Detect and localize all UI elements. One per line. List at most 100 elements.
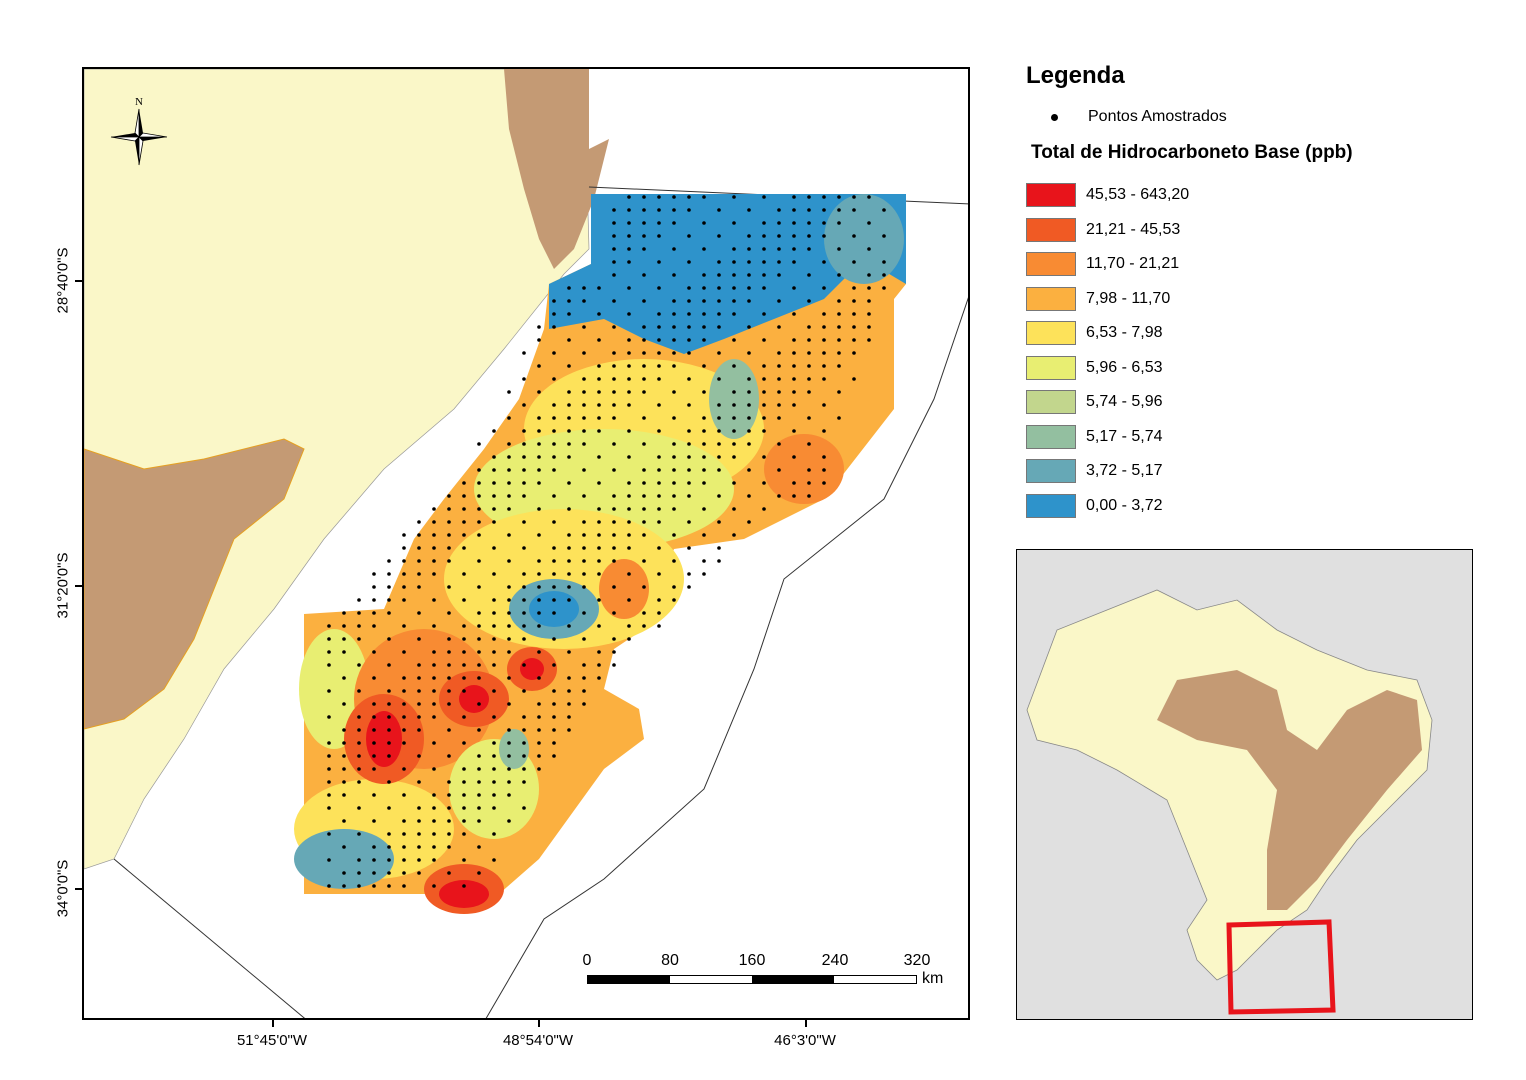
sample-point bbox=[597, 312, 601, 316]
sample-point bbox=[867, 221, 871, 225]
sample-point bbox=[717, 351, 721, 355]
sample-point bbox=[582, 689, 586, 693]
sample-point bbox=[372, 871, 376, 875]
sample-point bbox=[522, 754, 526, 758]
sample-point bbox=[612, 442, 616, 446]
sample-point bbox=[537, 598, 541, 602]
sample-point bbox=[417, 520, 421, 524]
sample-point bbox=[717, 429, 721, 433]
sample-point bbox=[627, 533, 631, 537]
sample-point bbox=[507, 598, 511, 602]
sample-point bbox=[432, 819, 436, 823]
sample-point bbox=[402, 572, 406, 576]
sample-point bbox=[462, 689, 466, 693]
sample-point bbox=[777, 221, 781, 225]
sample-point bbox=[612, 221, 616, 225]
sample-point bbox=[612, 468, 616, 472]
study-area-box bbox=[1226, 919, 1336, 1015]
sample-point bbox=[327, 793, 331, 797]
sample-point bbox=[537, 754, 541, 758]
legend-swatch bbox=[1026, 390, 1076, 415]
sample-point bbox=[537, 507, 541, 511]
sample-point bbox=[357, 611, 361, 615]
sample-point bbox=[492, 689, 496, 693]
sample-point bbox=[702, 299, 706, 303]
sample-point bbox=[597, 403, 601, 407]
sample-point bbox=[462, 507, 466, 511]
sample-point bbox=[342, 728, 346, 732]
sample-point bbox=[597, 338, 601, 342]
relief-areas bbox=[1157, 670, 1422, 910]
sample-point bbox=[372, 585, 376, 589]
sample-point bbox=[657, 507, 661, 511]
sample-point bbox=[492, 494, 496, 498]
sample-point bbox=[522, 663, 526, 667]
sample-point bbox=[747, 468, 751, 472]
sample-point bbox=[567, 572, 571, 576]
sample-point bbox=[687, 299, 691, 303]
sample-point bbox=[732, 312, 736, 316]
sample-point bbox=[852, 208, 856, 212]
sample-point bbox=[657, 429, 661, 433]
sample-point bbox=[582, 546, 586, 550]
sample-point bbox=[477, 650, 481, 654]
main-map[interactable]: N bbox=[82, 67, 970, 1020]
sample-point bbox=[747, 377, 751, 381]
sample-point bbox=[807, 390, 811, 394]
sample-point bbox=[492, 624, 496, 628]
sample-point bbox=[612, 351, 616, 355]
sample-point bbox=[417, 806, 421, 810]
sample-point bbox=[372, 624, 376, 628]
sample-point bbox=[522, 546, 526, 550]
sample-point bbox=[432, 676, 436, 680]
sample-point bbox=[492, 741, 496, 745]
sample-point bbox=[432, 559, 436, 563]
inset-map-brazil bbox=[1016, 549, 1473, 1020]
sample-point bbox=[777, 325, 781, 329]
sample-point bbox=[477, 676, 481, 680]
sample-point bbox=[372, 676, 376, 680]
sample-point bbox=[747, 325, 751, 329]
sample-point bbox=[717, 442, 721, 446]
sample-point bbox=[342, 871, 346, 875]
sample-point bbox=[402, 858, 406, 862]
sample-point bbox=[612, 234, 616, 238]
sample-point bbox=[642, 390, 646, 394]
sample-point bbox=[327, 663, 331, 667]
sample-point bbox=[477, 611, 481, 615]
sample-point bbox=[627, 195, 631, 199]
sample-point bbox=[792, 247, 796, 251]
sample-point bbox=[537, 429, 541, 433]
sample-point bbox=[732, 338, 736, 342]
sample-point bbox=[807, 351, 811, 355]
sample-point bbox=[582, 559, 586, 563]
sample-point bbox=[612, 416, 616, 420]
sample-point bbox=[507, 481, 511, 485]
sample-point bbox=[417, 780, 421, 784]
sample-point bbox=[342, 845, 346, 849]
sample-point bbox=[387, 702, 391, 706]
sample-point bbox=[627, 403, 631, 407]
sample-point bbox=[717, 234, 721, 238]
sample-point bbox=[372, 728, 376, 732]
sample-point bbox=[357, 832, 361, 836]
sample-point bbox=[567, 403, 571, 407]
sample-point bbox=[537, 481, 541, 485]
sample-point bbox=[327, 884, 331, 888]
sample-point bbox=[747, 416, 751, 420]
sample-point bbox=[387, 884, 391, 888]
sample-point bbox=[342, 793, 346, 797]
sample-point bbox=[492, 637, 496, 641]
sample-point bbox=[402, 819, 406, 823]
sample-point bbox=[762, 286, 766, 290]
sample-point bbox=[732, 195, 736, 199]
sample-point bbox=[462, 806, 466, 810]
sample-point bbox=[852, 325, 856, 329]
sample-point bbox=[792, 234, 796, 238]
sample-point bbox=[597, 663, 601, 667]
sample-point bbox=[702, 247, 706, 251]
sample-point bbox=[582, 585, 586, 589]
sample-point bbox=[777, 468, 781, 472]
sample-point bbox=[357, 754, 361, 758]
sample-point bbox=[642, 416, 646, 420]
